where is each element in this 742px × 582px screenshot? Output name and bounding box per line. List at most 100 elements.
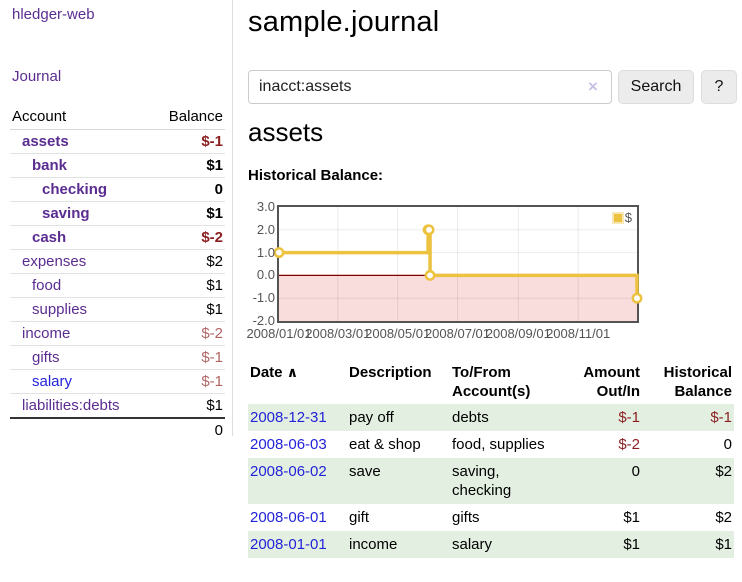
x-axis-tick-label: 2008/07/01 [424, 326, 491, 341]
sidebar-account-row: gifts $-1 [10, 345, 225, 370]
register-header-accounts: To/From Account(s) [452, 364, 531, 400]
y-axis-tick-label: 0.0 [256, 267, 275, 283]
register-amount: $-2 [618, 436, 640, 453]
sidebar-account-link-bank[interactable]: bank [32, 156, 68, 174]
register-balance: $-1 [710, 409, 732, 426]
sidebar-account-link-cash[interactable]: cash [32, 228, 67, 246]
sidebar-account-row: cash $-2 [10, 225, 225, 250]
x-axis-tick-label: 2008/05/01 [365, 326, 431, 341]
app-title-link[interactable]: hledger-web [12, 6, 95, 23]
register-accounts: debts [452, 409, 489, 426]
register-header-date: Date ∧ [250, 364, 299, 381]
register-row: 2008-12-31 pay off debts $-1 $-1 [248, 404, 734, 431]
sidebar-account-link-expenses[interactable]: expenses [22, 252, 87, 270]
sidebar-account-balance: $-2 [151, 225, 225, 250]
y-axis-tick-label: -2.0 [252, 313, 275, 328]
sidebar-account-balance: $1 [151, 153, 225, 178]
accounts-header-balance: Balance [151, 104, 225, 130]
register-date-link[interactable]: 2008-06-01 [250, 509, 327, 526]
sidebar-account-link-checking[interactable]: checking [42, 180, 108, 198]
sidebar-account-row: saving $1 [10, 201, 225, 226]
sidebar-total-row: 0 [10, 417, 225, 442]
y-axis-tick-label: 2.0 [256, 221, 275, 237]
sidebar-account-balance: $-2 [151, 321, 225, 346]
register-description: income [349, 536, 398, 553]
accounts-header-account: Account [10, 104, 152, 130]
sidebar-account-row: salary $-1 [10, 369, 225, 394]
chart-plot-area[interactable]: $ [273, 205, 643, 323]
clear-search-icon[interactable]: × [588, 77, 598, 96]
sidebar: hledger-web Journal Account Balance asse… [0, 0, 233, 442]
register-date-link[interactable]: 2008-06-03 [250, 436, 327, 453]
register-description: gift [349, 509, 370, 526]
register-header-amount: Amount Out/In [583, 364, 640, 400]
sidebar-account-row: supplies $1 [10, 297, 225, 322]
sidebar-account-balance: $2 [151, 249, 225, 274]
chart-data-point[interactable] [273, 247, 285, 259]
y-axis-tick-label: 1.0 [256, 244, 275, 260]
register-description: pay off [349, 409, 394, 426]
negative-region [279, 275, 637, 321]
sidebar-account-row: assets $-1 [10, 129, 225, 154]
sidebar-account-row: income $-2 [10, 321, 225, 346]
page-title: sample.journal [248, 6, 440, 38]
register-row: 2008-06-02 save saving, checking 0 $2 [248, 458, 734, 504]
register-amount: $-1 [618, 409, 640, 426]
register-amount: $1 [623, 509, 640, 526]
register-balance: $2 [715, 509, 732, 526]
register-row: 2008-06-03 eat & shop food, supplies $-2 0 [248, 431, 734, 458]
x-axis-tick-label: 2008/03/01 [305, 326, 371, 341]
register-date-link[interactable]: 2008-06-02 [250, 463, 327, 480]
register-row: 2008-01-01 income salary $1 $1 [248, 531, 734, 558]
register-amount: $1 [623, 536, 640, 553]
chart-title: Historical Balance: [248, 167, 384, 184]
sidebar-account-row: checking 0 [10, 177, 225, 202]
register-accounts: salary [452, 536, 493, 553]
chart-data-point[interactable] [424, 269, 436, 281]
search-button[interactable]: Search [618, 70, 694, 104]
sidebar-account-link-income[interactable]: income [22, 324, 71, 342]
chart-data-point[interactable] [631, 292, 643, 304]
chart-data-point[interactable] [423, 224, 435, 236]
sidebar-account-balance: $-1 [151, 369, 225, 394]
register-balance: $1 [715, 536, 732, 553]
register-row: 2008-06-01 gift gifts $1 $2 [248, 504, 734, 531]
sidebar-account-link-saving[interactable]: saving [42, 204, 90, 222]
x-axis-tick-label: 2008/09/01 [485, 326, 551, 341]
register-amount: 0 [631, 463, 640, 480]
sidebar-account-link-gifts[interactable]: gifts [32, 348, 60, 366]
sidebar-total-balance: 0 [151, 417, 225, 442]
sidebar-account-balance: $1 [151, 297, 225, 322]
nav-journal-link[interactable]: Journal [12, 68, 62, 85]
register-accounts: gifts [452, 509, 480, 526]
chart-legend: $ [609, 209, 634, 226]
search-input[interactable] [248, 70, 612, 104]
x-axis-tick-label: 2008/01/01 [246, 326, 312, 341]
register-description: eat & shop [349, 436, 421, 453]
register-date-link[interactable]: 2008-01-01 [250, 536, 327, 553]
legend-swatch-icon [611, 211, 624, 224]
sidebar-account-link-liabilities-debts[interactable]: liabilities:debts [22, 396, 120, 414]
register-header-description: Description [349, 364, 432, 381]
accounts-table: Account Balance assets $-1 bank $1 checking 0… [10, 104, 225, 442]
sidebar-total-spacer [10, 417, 152, 442]
sidebar-account-link-salary[interactable]: salary [32, 372, 73, 390]
y-axis-tick-label: -1.0 [252, 290, 275, 306]
sidebar-account-link-food[interactable]: food [32, 276, 62, 294]
register-table: Date ∧ Description To/From Account(s) Am… [248, 360, 734, 558]
help-button[interactable]: ? [701, 70, 737, 104]
sidebar-account-row: food $1 [10, 273, 225, 298]
y-axis-tick-label: 3.0 [256, 199, 275, 214]
sidebar-account-row: expenses $2 [10, 249, 225, 274]
register-header-balance: Historical Balance [663, 364, 732, 400]
x-axis-tick-label: 2008/11/01 [546, 326, 611, 341]
chart-step-line [273, 207, 643, 321]
sidebar-account-link-supplies[interactable]: supplies [32, 300, 88, 318]
sidebar-account-balance: $1 [151, 393, 225, 419]
sidebar-account-row: liabilities:debts $1 [10, 393, 225, 419]
balance-chart: $ 3.0 2.0 1.0 0.0 -1.0 -2.0 2008/01/01 2008/03/… [246, 198, 742, 346]
sidebar-account-link-assets[interactable]: assets [22, 132, 69, 150]
register-date-link[interactable]: 2008-12-31 [250, 409, 327, 426]
main-panel: sample.journal × Search ? assets Histori… [246, 0, 742, 582]
sidebar-account-balance: $1 [151, 201, 225, 226]
